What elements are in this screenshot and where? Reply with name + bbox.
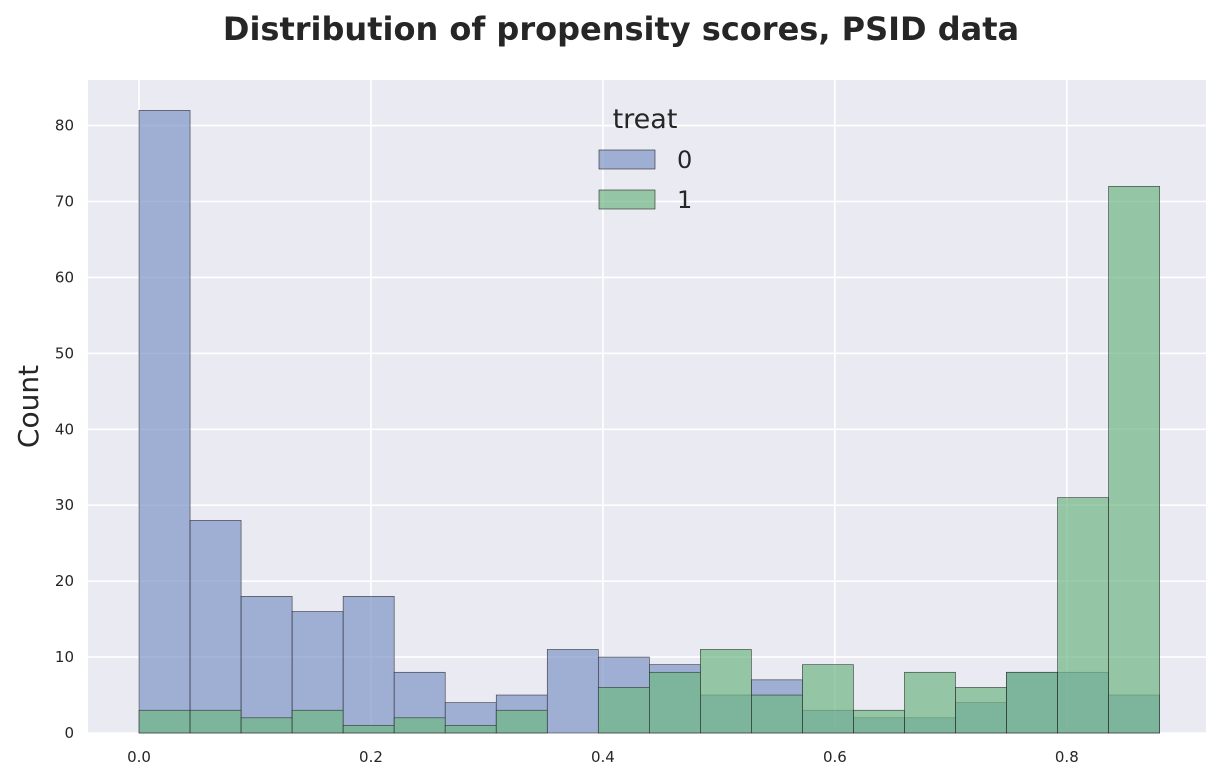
bar-treat-1 bbox=[597, 687, 650, 734]
y-tick-label: 70 bbox=[55, 192, 74, 210]
y-tick-label: 60 bbox=[55, 268, 74, 286]
bar-treat-1 bbox=[138, 709, 191, 734]
y-tick-label: 20 bbox=[55, 572, 74, 590]
bar-treat-1 bbox=[1108, 186, 1160, 734]
bar-treat-1 bbox=[904, 671, 956, 734]
bar-treat-1 bbox=[342, 725, 395, 734]
bar-treat-1 bbox=[189, 709, 242, 734]
y-tick-label: 80 bbox=[55, 117, 74, 135]
legend-title: treat bbox=[613, 104, 678, 135]
chart-title: Distribution of propensity scores, PSID … bbox=[223, 10, 1019, 48]
bar-treat-1 bbox=[649, 671, 701, 734]
x-tick-label: 0.8 bbox=[1055, 748, 1079, 766]
bar-treat-1 bbox=[751, 694, 803, 734]
bar-treat-1 bbox=[853, 709, 905, 734]
legend: treat 0 1 bbox=[598, 104, 692, 214]
y-tick-label: 40 bbox=[55, 420, 74, 438]
legend-swatch-0 bbox=[598, 149, 656, 170]
x-tick-label: 0.2 bbox=[359, 748, 383, 766]
bar-treat-1 bbox=[700, 649, 752, 734]
bar-treat-1 bbox=[955, 687, 1007, 734]
y-tick-label: 10 bbox=[55, 648, 74, 666]
bar-treat-1 bbox=[495, 709, 548, 734]
y-tick-label: 30 bbox=[55, 496, 74, 514]
bar-treat-1 bbox=[1006, 671, 1058, 734]
bar-treat-0 bbox=[138, 110, 191, 734]
bar-treat-0 bbox=[342, 596, 395, 734]
bar-treat-0 bbox=[546, 649, 599, 734]
legend-label-0: 0 bbox=[677, 146, 692, 174]
x-tick-label: 0.4 bbox=[591, 748, 615, 766]
legend-label-1: 1 bbox=[677, 186, 692, 214]
bar-treat-1 bbox=[1057, 497, 1109, 734]
bar-treat-1 bbox=[444, 725, 497, 734]
bar-treat-1 bbox=[240, 717, 293, 734]
y-tick-label: 50 bbox=[55, 344, 74, 362]
bar-treat-1 bbox=[291, 709, 344, 734]
y-axis-label: Count bbox=[12, 365, 45, 448]
x-tick-label: 0.6 bbox=[823, 748, 847, 766]
x-tick-label: 0.0 bbox=[127, 748, 151, 766]
legend-swatch-1 bbox=[598, 189, 656, 210]
bars bbox=[138, 110, 1160, 734]
bar-treat-1 bbox=[393, 717, 446, 734]
bar-treat-0 bbox=[189, 520, 242, 734]
bar-treat-1 bbox=[802, 664, 854, 734]
bar-treat-0 bbox=[240, 596, 293, 734]
y-tick-label: 0 bbox=[64, 724, 74, 742]
